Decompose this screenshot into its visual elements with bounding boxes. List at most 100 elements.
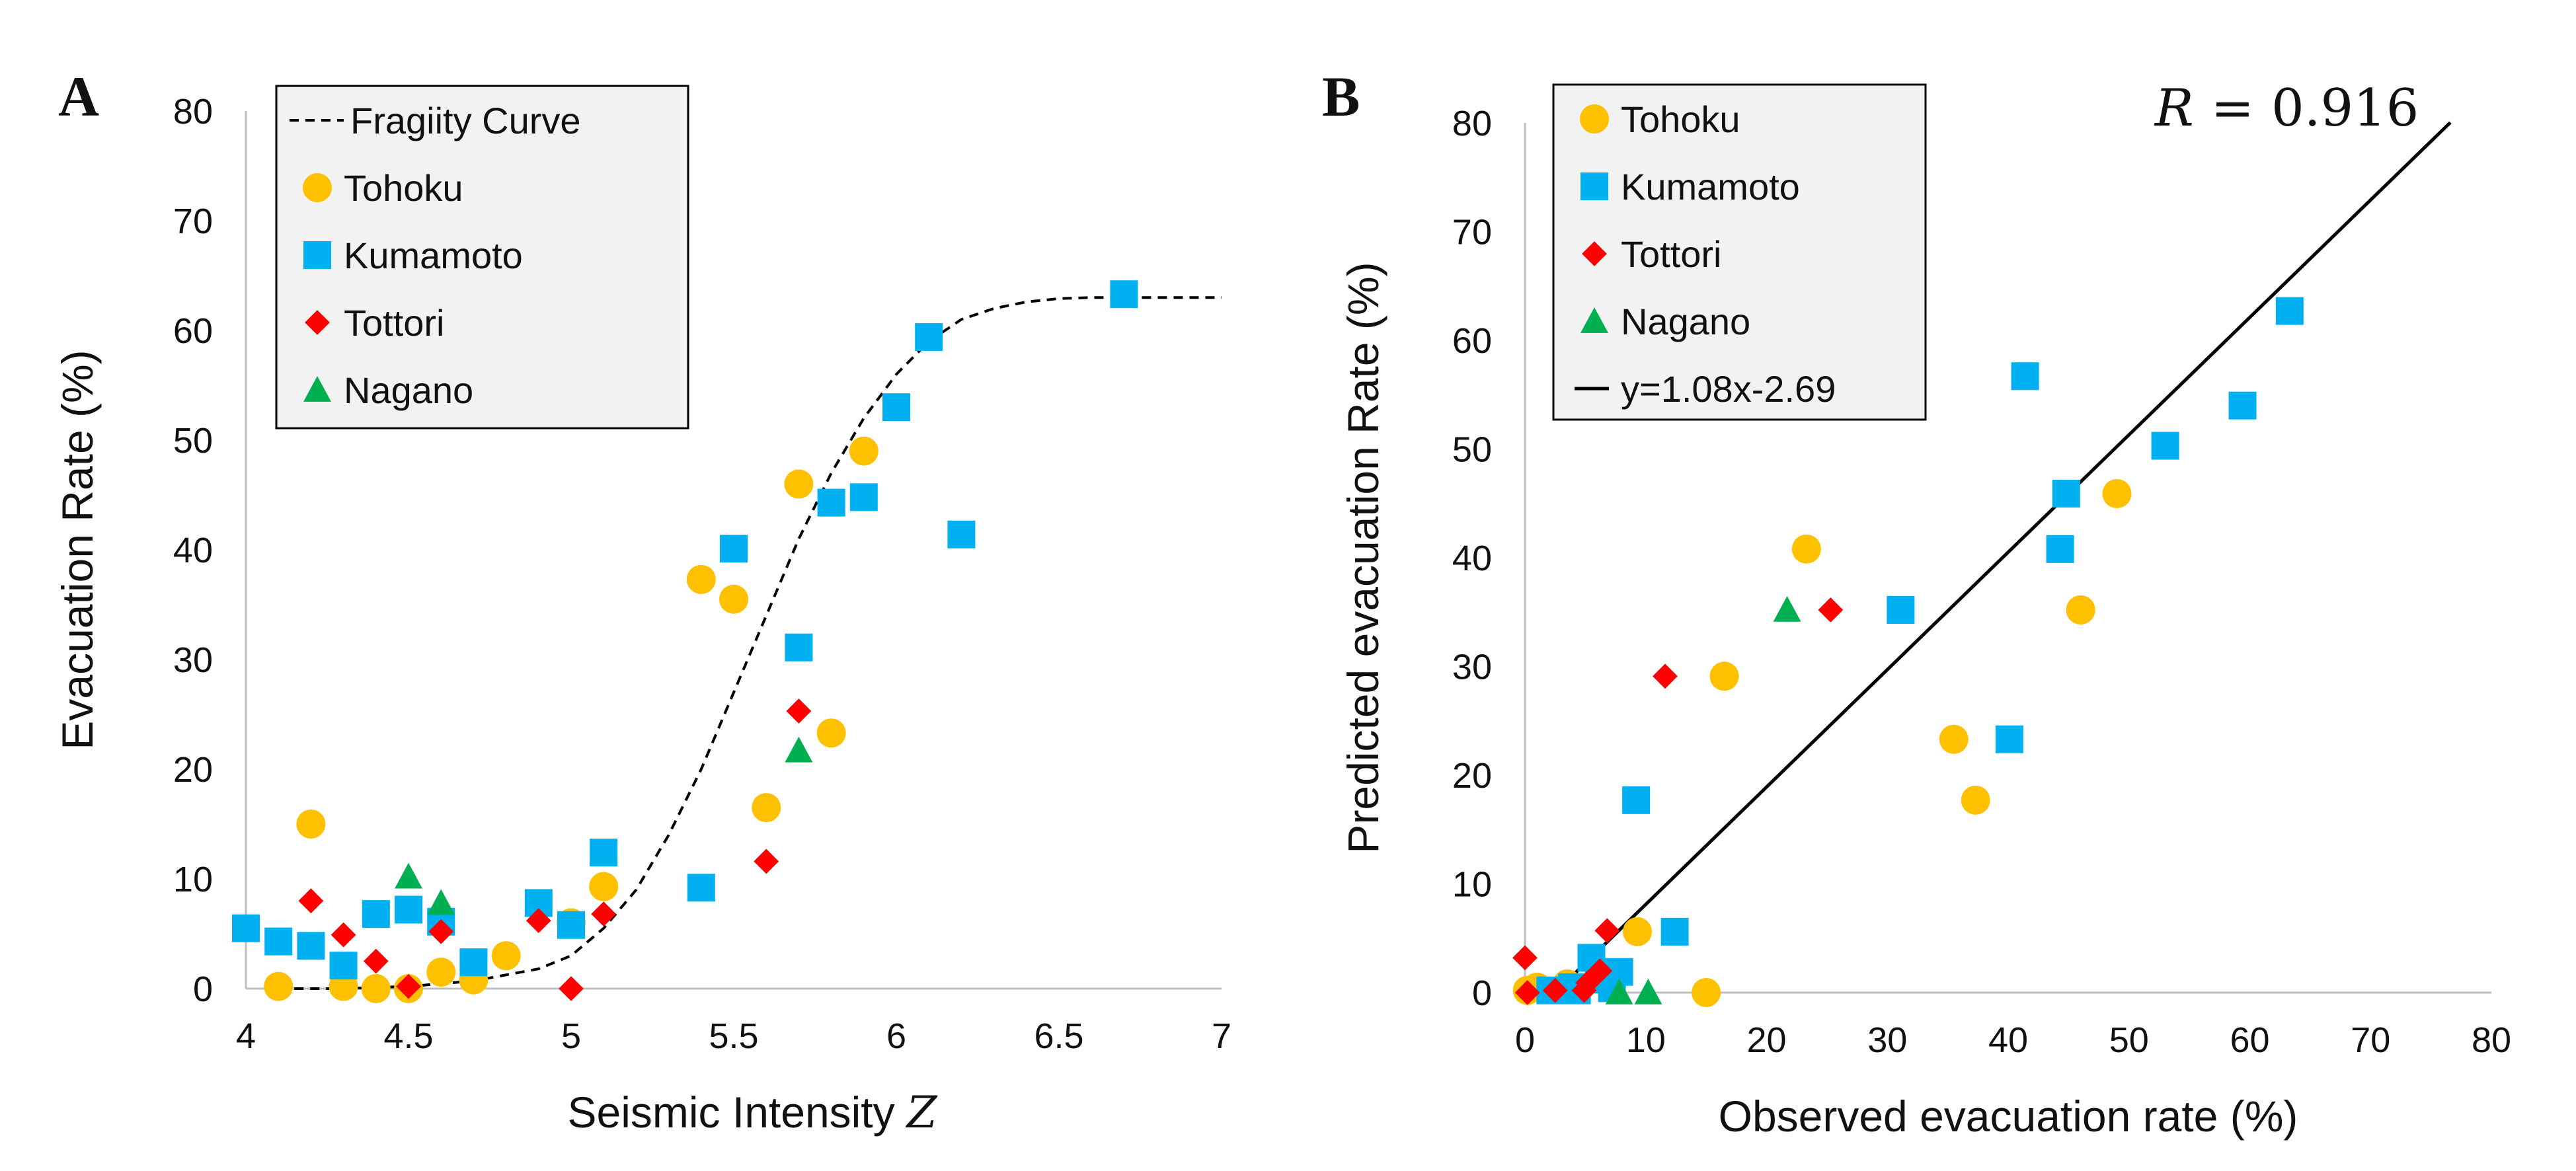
data-point-kumamoto [687,874,715,902]
data-point-tohoku [361,974,391,1003]
x-tick-label: 10 [1626,1020,1666,1060]
y-tick-label: 60 [1452,321,1492,361]
data-point-tohoku [296,810,326,839]
data-point-nagano [1634,979,1662,1004]
y-tick-label: 30 [1452,648,1492,687]
y-tick-label: 60 [173,311,213,351]
fragility-curve [278,296,1222,990]
y-tick-label: 50 [1452,430,1492,470]
data-point-nagano [395,862,422,889]
legend-box [1552,83,1927,421]
x-axis-label: Observed evacuation rate (%) [1719,1092,2298,1141]
panel-letter: B [1322,65,1360,128]
data-point-kumamoto [395,895,422,924]
data-point-kumamoto [2275,297,2304,325]
data-point-kumamoto [232,914,260,942]
y-tick-label: 10 [1452,865,1492,905]
data-point-tottori [754,849,779,874]
annotation-eq: = [2211,79,2254,138]
legend-marker-nagano [303,376,331,402]
x-axis-label: Seismic Intensity Z [567,1087,937,1138]
data-point-kumamoto [2052,479,2080,508]
data-point-kumamoto [2228,391,2257,420]
x-tick-label: 40 [1988,1020,2028,1060]
data-point-tottori [428,919,454,944]
data-point-tohoku [686,564,716,594]
data-point-tottori [1587,958,1613,983]
x-axis-symbol: Z [906,1087,938,1138]
x-axis-label-text: Observed evacuation rate (%) [1719,1092,2298,1141]
legend-label: Tottori [1621,233,1722,275]
legend-marker-tottori [1582,241,1607,266]
data-point-kumamoto [1660,917,1689,946]
legend-label: Tohoku [344,167,463,209]
data-point-kumamoto [817,488,845,517]
data-point-tohoku [491,941,521,971]
data-point-tohoku [1692,978,1721,1007]
data-point-tohoku [589,872,619,901]
y-tick-label: 50 [173,421,213,461]
data-point-kumamoto [329,952,358,980]
x-tick-label: 5.5 [709,1016,758,1056]
data-point-kumamoto [590,839,618,867]
legend-marker-tottori [305,310,330,335]
data-point-tottori [363,948,389,974]
data-point-tottori [1653,663,1678,689]
correlation-annotation: R = 0.916 [2154,79,2419,138]
series-tottori [298,699,812,1001]
data-point-kumamoto [1110,280,1138,309]
data-point-kumamoto [849,483,878,511]
data-point-tohoku [1791,534,1821,564]
data-point-tottori [559,976,584,1001]
data-point-tottori [1514,980,1540,1005]
data-point-kumamoto [2046,535,2074,563]
chart-panel-b: 0 10 20 30 40 50 60 70 80 0 10 20 30 40 50 60 70 80 Observ… [1322,65,2511,1141]
y-tick-label: 70 [1452,213,1492,252]
data-point-tohoku [752,793,781,823]
data-point-kumamoto [1995,725,2023,753]
data-point-tohoku [1709,661,1739,691]
annotation-lhs: R [2154,79,2194,138]
data-point-tottori [1818,597,1844,623]
x-tick-label: 70 [2351,1020,2390,1060]
data-point-kumamoto [459,948,488,977]
data-point-tottori [298,888,324,914]
series-tohoku [264,436,878,1003]
data-point-kumamoto [882,393,910,422]
legend-label: Kumamoto [344,235,523,276]
legend-label: Kumamoto [1621,166,1800,208]
data-point-nagano [1773,595,1801,622]
data-point-tohoku [264,971,293,1001]
annotation-value: 0.916 [2271,79,2419,138]
y-axis-label: Predicted evacuation Rate (%) [1339,262,1387,853]
data-point-tottori [396,973,421,999]
x-tick-label: 5 [561,1016,581,1056]
data-point-tohoku [1622,917,1652,946]
x-axis-label-text: Seismic Intensity [567,1088,894,1137]
data-point-tohoku [2102,478,2132,508]
legend-box [275,85,689,430]
y-tick-label: 10 [173,860,213,899]
x-tick-label: 6.5 [1034,1016,1083,1056]
x-tick-label: 0 [1515,1020,1535,1060]
legend: Fragiity Curve Tohoku Kumamoto Tottori Nagan… [275,85,689,430]
data-point-kumamoto [2011,362,2039,391]
x-tick-label: 30 [1867,1020,1907,1060]
series-tottori [1512,597,1844,1005]
y-axis-label: Evacuation Rate (%) [53,350,102,749]
data-point-kumamoto [785,633,813,661]
x-tick-label: 6 [886,1016,906,1056]
data-point-kumamoto [297,932,325,960]
series-nagano [395,736,813,915]
data-point-kumamoto [557,911,585,939]
data-point-kumamoto [1622,786,1651,814]
x-tick-label: 80 [2472,1020,2511,1060]
data-point-tohoku [849,436,878,466]
legend-label: Tohoku [1621,98,1740,140]
y-tick-label: 20 [1452,756,1492,796]
fit-line [1553,121,2452,994]
data-point-kumamoto [1887,595,1915,624]
data-point-tottori [1594,918,1620,944]
